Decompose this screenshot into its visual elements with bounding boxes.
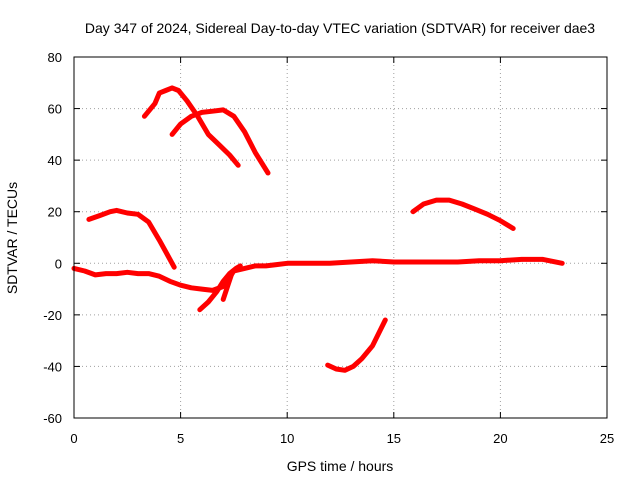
axis-ticks: 0 5 10 15 20 25 -60 -40 -20 0 20 40 60 80 <box>43 50 614 446</box>
y-tick-label: -60 <box>43 411 62 426</box>
x-tick-label: 5 <box>177 431 184 446</box>
plot-frame <box>73 56 608 419</box>
x-axis-label: GPS time / hours <box>287 458 394 474</box>
series-track-8 <box>410 197 516 231</box>
x-tick-label: 20 <box>493 431 507 446</box>
y-tick-label: 80 <box>48 50 62 65</box>
series-track-3 <box>86 207 177 270</box>
y-tick-label: 60 <box>48 102 62 117</box>
series-track-1 <box>141 85 241 168</box>
y-tick-label: 20 <box>48 205 62 220</box>
x-tick-label: 25 <box>600 431 614 446</box>
series-group <box>71 85 565 373</box>
chart-title: Day 347 of 2024, Sidereal Day-to-day VTE… <box>85 20 595 36</box>
series-track-4 <box>71 256 565 293</box>
y-tick-label: -40 <box>43 359 62 374</box>
x-tick-label: 0 <box>70 431 77 446</box>
y-tick-label: 0 <box>55 256 62 271</box>
y-axis-label: SDTVAR / TECUs <box>4 182 20 294</box>
series-track-7 <box>325 317 388 373</box>
y-tick-label: 40 <box>48 153 62 168</box>
grid <box>74 57 607 418</box>
series-track-2 <box>169 107 271 176</box>
series-track-6 <box>220 271 235 302</box>
x-tick-label: 15 <box>387 431 401 446</box>
x-tick-label: 10 <box>280 431 294 446</box>
series-track-5 <box>197 263 243 313</box>
y-tick-label: -20 <box>43 308 62 323</box>
